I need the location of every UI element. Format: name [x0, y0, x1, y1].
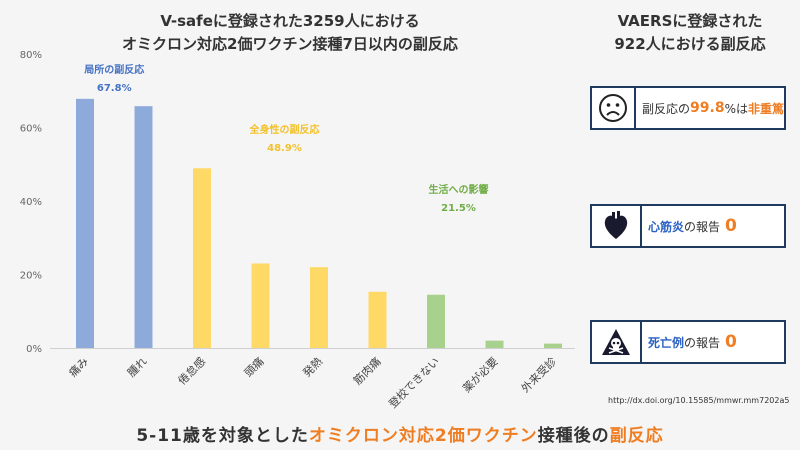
annotation-value: 21.5%: [441, 203, 476, 214]
bar-8: [485, 340, 504, 348]
annotation-value: 67.8%: [97, 83, 132, 94]
bar-3: [193, 168, 211, 348]
non-serious-value: 99.8: [690, 100, 725, 116]
annotation-value: 48.9%: [267, 143, 302, 154]
chart-title-line2: オミクロン対応2価ワクチン接種7日以内の副反応: [122, 35, 458, 53]
bar-4: [251, 263, 270, 348]
vaers-title: VAERSに登録された 922人における副反応: [590, 10, 790, 56]
bar-5: [310, 267, 328, 348]
x-tick-label: 痛み: [66, 354, 91, 379]
x-tick-label: 薬が必要: [460, 354, 501, 395]
x-tick-label: 倦怠感: [175, 354, 208, 387]
x-tick-label: 腫れ: [124, 354, 149, 379]
bar-2: [134, 106, 153, 348]
y-tick-label: 0%: [26, 344, 42, 355]
bar-7: [427, 294, 445, 348]
death-value: 0: [725, 332, 737, 352]
myocarditis-box: 心筋炎 の報告 0: [590, 204, 786, 248]
y-tick-label: 20%: [20, 271, 42, 282]
non-serious-post: 非重篤: [747, 101, 784, 116]
y-tick-label: 40%: [20, 197, 42, 208]
non-serious-pre: 副反応の: [642, 101, 691, 116]
x-tick-label: 筋肉痛: [350, 354, 383, 387]
bar-6: [368, 291, 387, 348]
annotation-label: 局所の副反応: [83, 63, 144, 76]
y-tick-label: 60%: [20, 124, 42, 135]
x-tick-label: 頭痛: [241, 354, 266, 379]
death-label: 死亡例: [648, 335, 685, 350]
x-tick-label: 発熱: [300, 354, 325, 379]
vaers-title-line1: VAERSに登録された: [617, 12, 763, 30]
annotation-label: 全身性の副反応: [249, 123, 320, 136]
skull-icon: [592, 322, 642, 362]
non-serious-box: 副反応の 99.8 %は 非重篤: [590, 86, 786, 130]
vaers-title-line2: 922人における副反応: [614, 35, 766, 53]
annotation-label: 生活への影響: [429, 183, 489, 196]
non-serious-unit: %は: [724, 101, 748, 116]
chart-title: V-safeに登録された3259人における オミクロン対応2価ワクチン接種7日以…: [60, 10, 520, 56]
source-link[interactable]: http://dx.doi.org/10.15585/mmwr.mm7202a5: [608, 396, 790, 405]
x-tick-label: 登校できない: [386, 354, 443, 411]
chart-title-line1: V-safeに登録された3259人における: [160, 12, 420, 30]
y-tick-label: 80%: [20, 50, 42, 61]
bottom-title-part1: 5-11歳を対象とした: [136, 426, 309, 446]
x-tick-label: 外来受診: [518, 354, 559, 395]
bar-9: [544, 343, 562, 348]
bottom-title-part3: 接種後の: [537, 426, 610, 446]
myocarditis-value: 0: [725, 216, 737, 236]
heart-icon: [592, 206, 642, 246]
myocarditis-mid: の報告: [684, 219, 721, 234]
sad-face-icon: [592, 88, 637, 128]
bottom-title-part4: 副反応: [609, 426, 664, 446]
bar-1: [76, 98, 94, 349]
death-box: 死亡例 の報告 0: [590, 320, 786, 364]
bottom-title-part2: オミクロン対応2価ワクチン: [308, 426, 538, 446]
bottom-title: 5-11歳を対象としたオミクロン対応2価ワクチン接種後の副反応: [0, 421, 800, 446]
death-mid: の報告: [684, 335, 721, 350]
myocarditis-label: 心筋炎: [648, 219, 685, 234]
